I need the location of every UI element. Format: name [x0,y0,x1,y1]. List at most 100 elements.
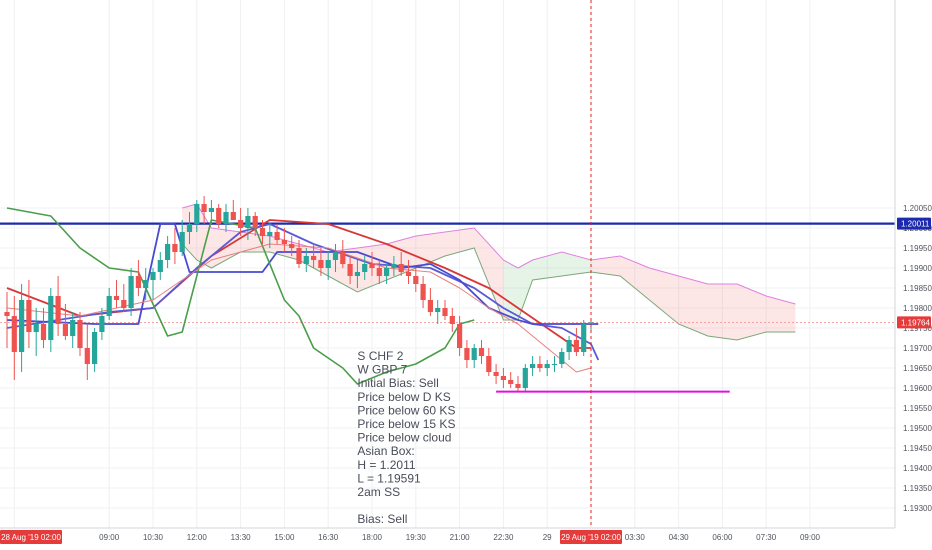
candle-body [442,308,448,316]
price-tick-label: 1.19450 [903,444,932,453]
candle-body [208,208,214,212]
candle-body [84,348,90,364]
cloud-segment [532,252,562,280]
candle-body [405,272,412,276]
time-axis[interactable]: 28 Aug '19 02:00 09:00 10:30 12:00 13:30 15:0… [0,527,932,550]
candle-body [281,240,287,244]
price-tick-label: 1.19800 [903,304,932,313]
candle-body [369,264,375,268]
candle-body [325,260,331,268]
candle-body [449,316,455,324]
candle-body [362,264,368,272]
price-tick-label: 1.19350 [903,484,932,493]
candle-body [55,296,61,324]
candle-body [165,244,171,260]
candle-body [515,384,521,388]
candle-body [230,212,236,220]
time-label-bg [0,530,62,544]
price-tick-label: 1.19750 [903,324,932,333]
candle-body [19,300,25,352]
candle-body [522,368,528,388]
candle-body [172,244,178,252]
cloud-segment [678,276,708,336]
time-tick-label: 09:00 [99,533,120,542]
candle-body [26,300,32,332]
time-tick-label: 15:00 [274,533,295,542]
candle-body [566,340,572,352]
candle-body [391,264,397,268]
candle-body [121,300,127,308]
candle-body [486,356,492,372]
candle-body [245,216,251,228]
candle-body [186,224,193,232]
cloud-segment [196,204,212,268]
candle-body [588,322,594,324]
candle-body [318,260,324,268]
candle-body [413,276,419,284]
candle-body [559,352,565,364]
cloud-segment [737,284,767,340]
price-tick-label: 1.19550 [903,404,932,413]
candle-body [135,276,141,288]
candle-body [354,272,360,276]
candle-body [508,380,514,384]
candle-body [157,260,163,272]
cloud-segment [591,256,621,276]
candle-body [274,232,280,240]
candle-body [77,320,83,348]
candle-body [150,272,156,280]
candle-body [537,364,543,368]
price-label: 1.19764 [901,318,930,327]
candle-body [62,324,68,336]
price-tick-label: 1.19600 [903,384,932,393]
candle-body [259,228,266,236]
candle-body [40,324,47,340]
candle-body [252,216,258,228]
price-label-bg [897,316,931,329]
cloud-segment [620,256,650,300]
grid-lines [0,0,895,528]
time-label-bg [560,530,622,544]
candle-body [311,256,317,260]
candle-body [106,296,112,316]
series-line [6,207,475,385]
price-tick-label: 1.19500 [903,424,932,433]
cloud-segment [649,268,679,324]
time-tick-label: 06:00 [712,533,733,542]
price-tick-label: 1.19650 [903,364,932,373]
price-tick-label: 1.20050 [903,204,932,213]
candle-body [435,308,441,312]
price-label-bg [897,217,931,230]
candle-body [493,372,499,376]
candle-body [201,204,207,212]
time-tick-label: 22:30 [493,533,514,542]
time-label-highlight: 29 Aug '19 02:00 [561,533,621,542]
horizontal-lines [0,222,895,323]
time-tick-label: 12:00 [187,533,208,542]
candle-body [4,312,10,316]
time-tick-label: 09:00 [800,533,821,542]
price-label: 1.20011 [901,220,930,229]
cloud-segment [445,228,475,256]
candle-body [303,256,309,264]
time-tick-label: 21:00 [450,533,471,542]
candle-body [500,376,506,380]
annotation-line: W GBP 7 [357,363,407,377]
candle-body [296,248,302,264]
candle-body [223,212,229,224]
candles [4,196,594,392]
candle-body [113,296,120,300]
cloud-segment [561,252,591,276]
candle-body [340,252,346,264]
time-tick-label: 04:30 [669,533,690,542]
candle-body [544,364,550,368]
annotation-line: Price below 60 KS [357,403,455,417]
candle-body [464,348,470,360]
candle-body [398,264,404,272]
annotation-line: Initial Bias: Sell [357,376,438,390]
candle-body [457,324,463,348]
price-axis[interactable]: 1.200501.200001.199501.199001.198501.198… [894,0,932,550]
annotation-line: Asian Box: [357,444,414,458]
